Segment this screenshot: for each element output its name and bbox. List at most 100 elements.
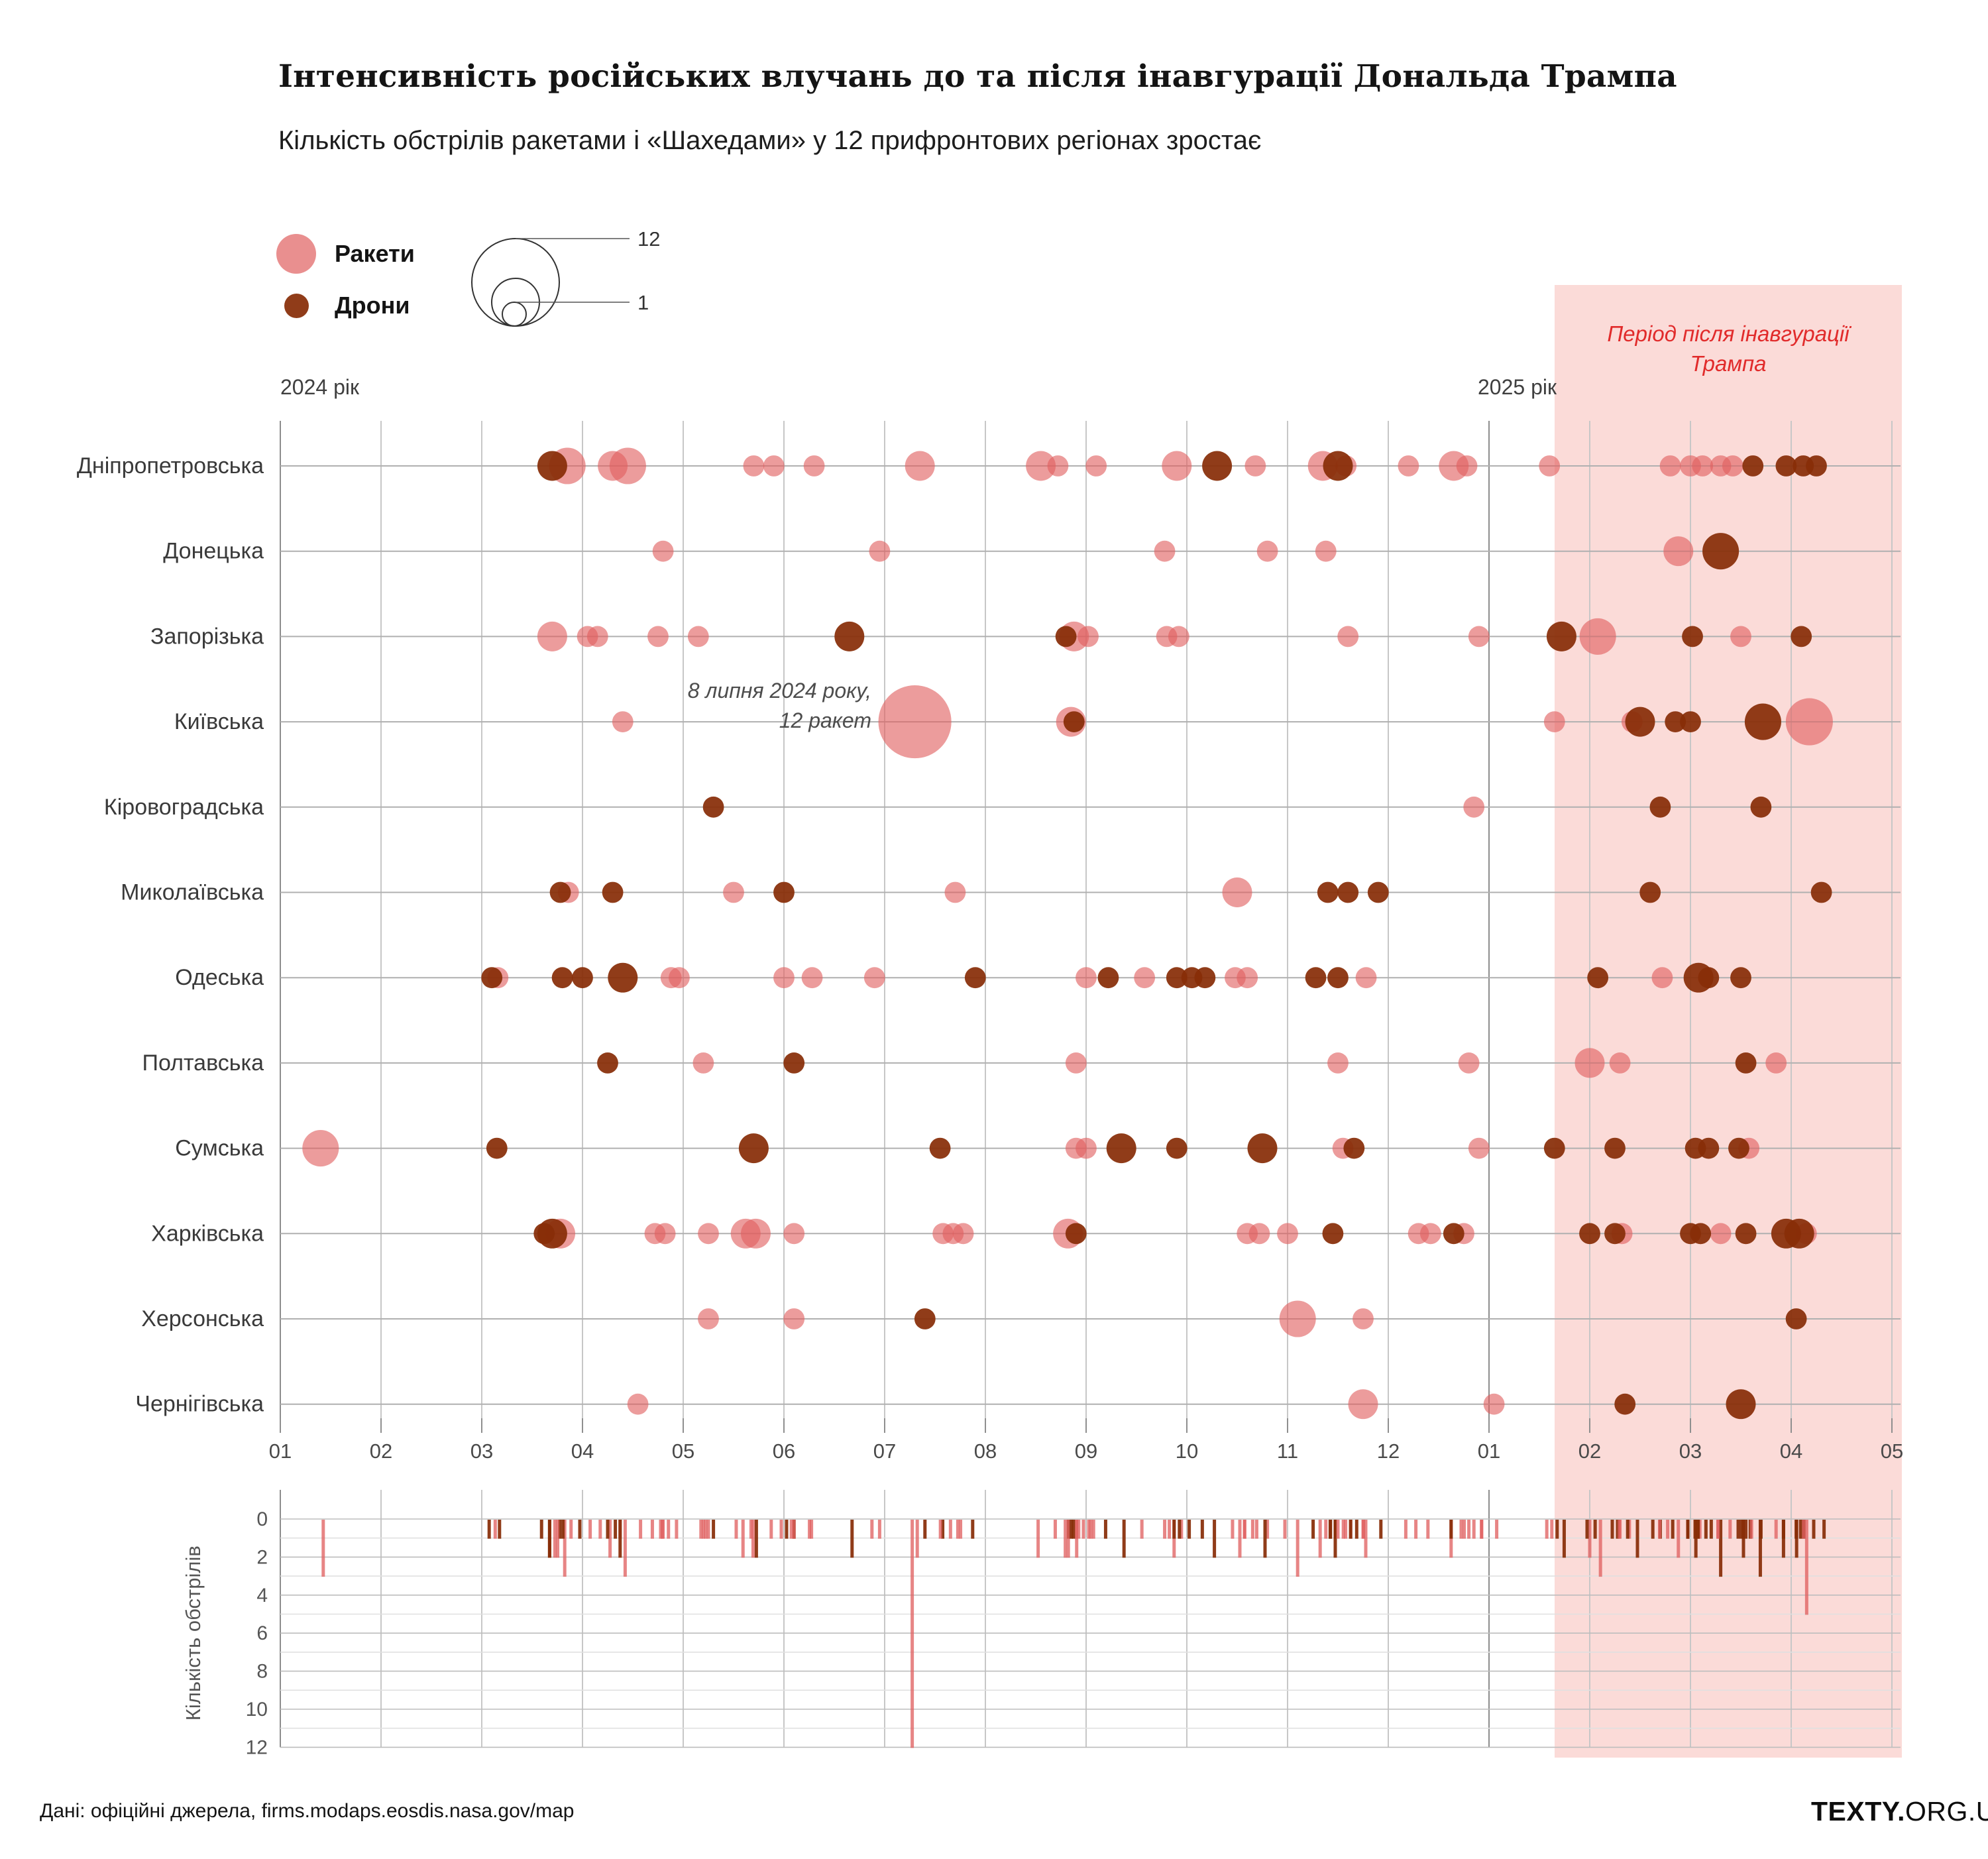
drone-bar <box>1172 1520 1176 1539</box>
drone-bubble <box>783 1052 805 1074</box>
drone-bar <box>754 1520 758 1558</box>
drone-bar <box>1709 1520 1713 1539</box>
drone-bubble <box>1166 1137 1187 1159</box>
missile-bar <box>1802 1520 1806 1539</box>
missile-bubble <box>944 881 966 903</box>
missile-bar <box>556 1520 560 1558</box>
page-subtitle: Кількість обстрілів ракетами і «Шахедами… <box>278 126 1262 155</box>
region-label: Херсонська <box>141 1306 264 1331</box>
missile-bar <box>1467 1520 1471 1539</box>
missile-color-icon <box>276 234 316 274</box>
drone-bar <box>1798 1520 1802 1539</box>
drone-bar <box>1178 1520 1182 1539</box>
missile-bar <box>623 1520 627 1577</box>
missile-bar <box>1426 1520 1430 1539</box>
region-label: Київська <box>174 709 264 734</box>
missile-bar <box>1598 1520 1602 1577</box>
bottom-yaxis-title: Кількість обстрілів <box>182 1546 205 1720</box>
drone-bubble <box>1744 703 1781 740</box>
missile-bar <box>959 1520 963 1539</box>
missile-bubble <box>1168 626 1189 648</box>
missile-bar <box>877 1520 881 1539</box>
region-label: Харківська <box>151 1221 264 1246</box>
missile-bubble <box>1468 1137 1490 1159</box>
missile-bubble <box>1279 1300 1316 1337</box>
missile-bar <box>588 1520 592 1539</box>
missile-bar <box>956 1520 960 1539</box>
missile-bar <box>1036 1520 1040 1558</box>
missile-bar <box>1463 1520 1466 1539</box>
drone-bar <box>1610 1520 1614 1539</box>
drone-bubble <box>1810 881 1832 903</box>
drone-bubble <box>572 967 593 989</box>
missile-bubble <box>783 1223 805 1245</box>
missile-bar <box>1064 1520 1068 1558</box>
drone-bubble <box>1322 1223 1344 1245</box>
drone-bubble <box>1806 455 1827 477</box>
drone-bubble <box>608 962 638 993</box>
missile-bubble <box>687 626 709 648</box>
missile-bar <box>1231 1520 1235 1539</box>
missile-bubble <box>1456 455 1478 477</box>
drone-bubble <box>1097 967 1119 989</box>
drone-bubble <box>1367 881 1389 903</box>
drone-bar <box>1328 1520 1332 1539</box>
drone-bubble <box>537 1218 567 1249</box>
size-legend: 12 1 <box>471 232 660 327</box>
legend: Ракети Дрони <box>275 233 415 337</box>
drone-bubble <box>1194 967 1216 989</box>
drone-bubble <box>1317 881 1339 903</box>
drone-bubble <box>1055 626 1077 648</box>
missile-bar <box>1480 1520 1484 1539</box>
missile-bubble <box>1154 540 1176 562</box>
drone-bar <box>712 1520 716 1539</box>
data-source: Дані: офіційні джерела, firms.modaps.eos… <box>40 1800 575 1822</box>
missile-bar <box>1774 1520 1778 1539</box>
missile-bar <box>1087 1520 1091 1539</box>
month-label: 05 <box>1881 1439 1903 1463</box>
missile-bubble <box>763 455 785 477</box>
drone-bubble <box>702 796 724 818</box>
missile-bubble <box>1730 626 1751 648</box>
drone-bubble <box>597 1052 618 1074</box>
missile-bar <box>1074 1520 1078 1539</box>
missile-bubble <box>692 1052 714 1074</box>
missile-bubble <box>654 1223 676 1245</box>
missile-bubble <box>801 967 823 989</box>
month-label: 02 <box>1578 1439 1601 1463</box>
missile-bar <box>608 1520 612 1558</box>
drone-bubble <box>1063 711 1085 732</box>
region-label: Кіровоградська <box>104 795 264 820</box>
month-label: 06 <box>773 1439 795 1463</box>
drone-bar <box>498 1520 502 1539</box>
annotation-line1: 8 липня 2024 року, <box>687 679 871 703</box>
annotation-line2: 12 ракет <box>779 708 871 732</box>
drone-bar <box>1263 1520 1267 1558</box>
missile-bar <box>769 1520 773 1539</box>
missile-bubble <box>1539 455 1561 477</box>
texty-logo: TEXTY.ORG.UA <box>1811 1796 1988 1827</box>
drone-bubble <box>1543 1137 1565 1159</box>
region-label: Дніпропетровська <box>77 453 264 479</box>
drone-bubble <box>738 1133 769 1164</box>
year-2025-label: 2025 рік <box>1478 375 1557 399</box>
bottom-ytick-label: 10 <box>246 1699 268 1720</box>
drone-bar <box>1070 1520 1074 1539</box>
missile-bubble <box>1085 455 1107 477</box>
drone-bubble <box>929 1137 951 1159</box>
missile-bubble <box>698 1223 719 1245</box>
missile-bar <box>1296 1520 1299 1577</box>
missile-bubble <box>1047 455 1069 477</box>
legend-missiles-label: Ракети <box>335 240 415 267</box>
drone-bar <box>1616 1520 1620 1539</box>
missile-bar <box>1404 1520 1408 1539</box>
month-label: 03 <box>470 1439 493 1463</box>
drone-bar <box>1555 1520 1559 1539</box>
missile-bar <box>751 1520 755 1558</box>
missile-bar <box>1266 1520 1270 1539</box>
drone-bubble <box>1604 1137 1626 1159</box>
missile-bar <box>1089 1520 1093 1539</box>
drone-bubble <box>1682 626 1703 648</box>
missile-bubble <box>1248 1223 1270 1245</box>
